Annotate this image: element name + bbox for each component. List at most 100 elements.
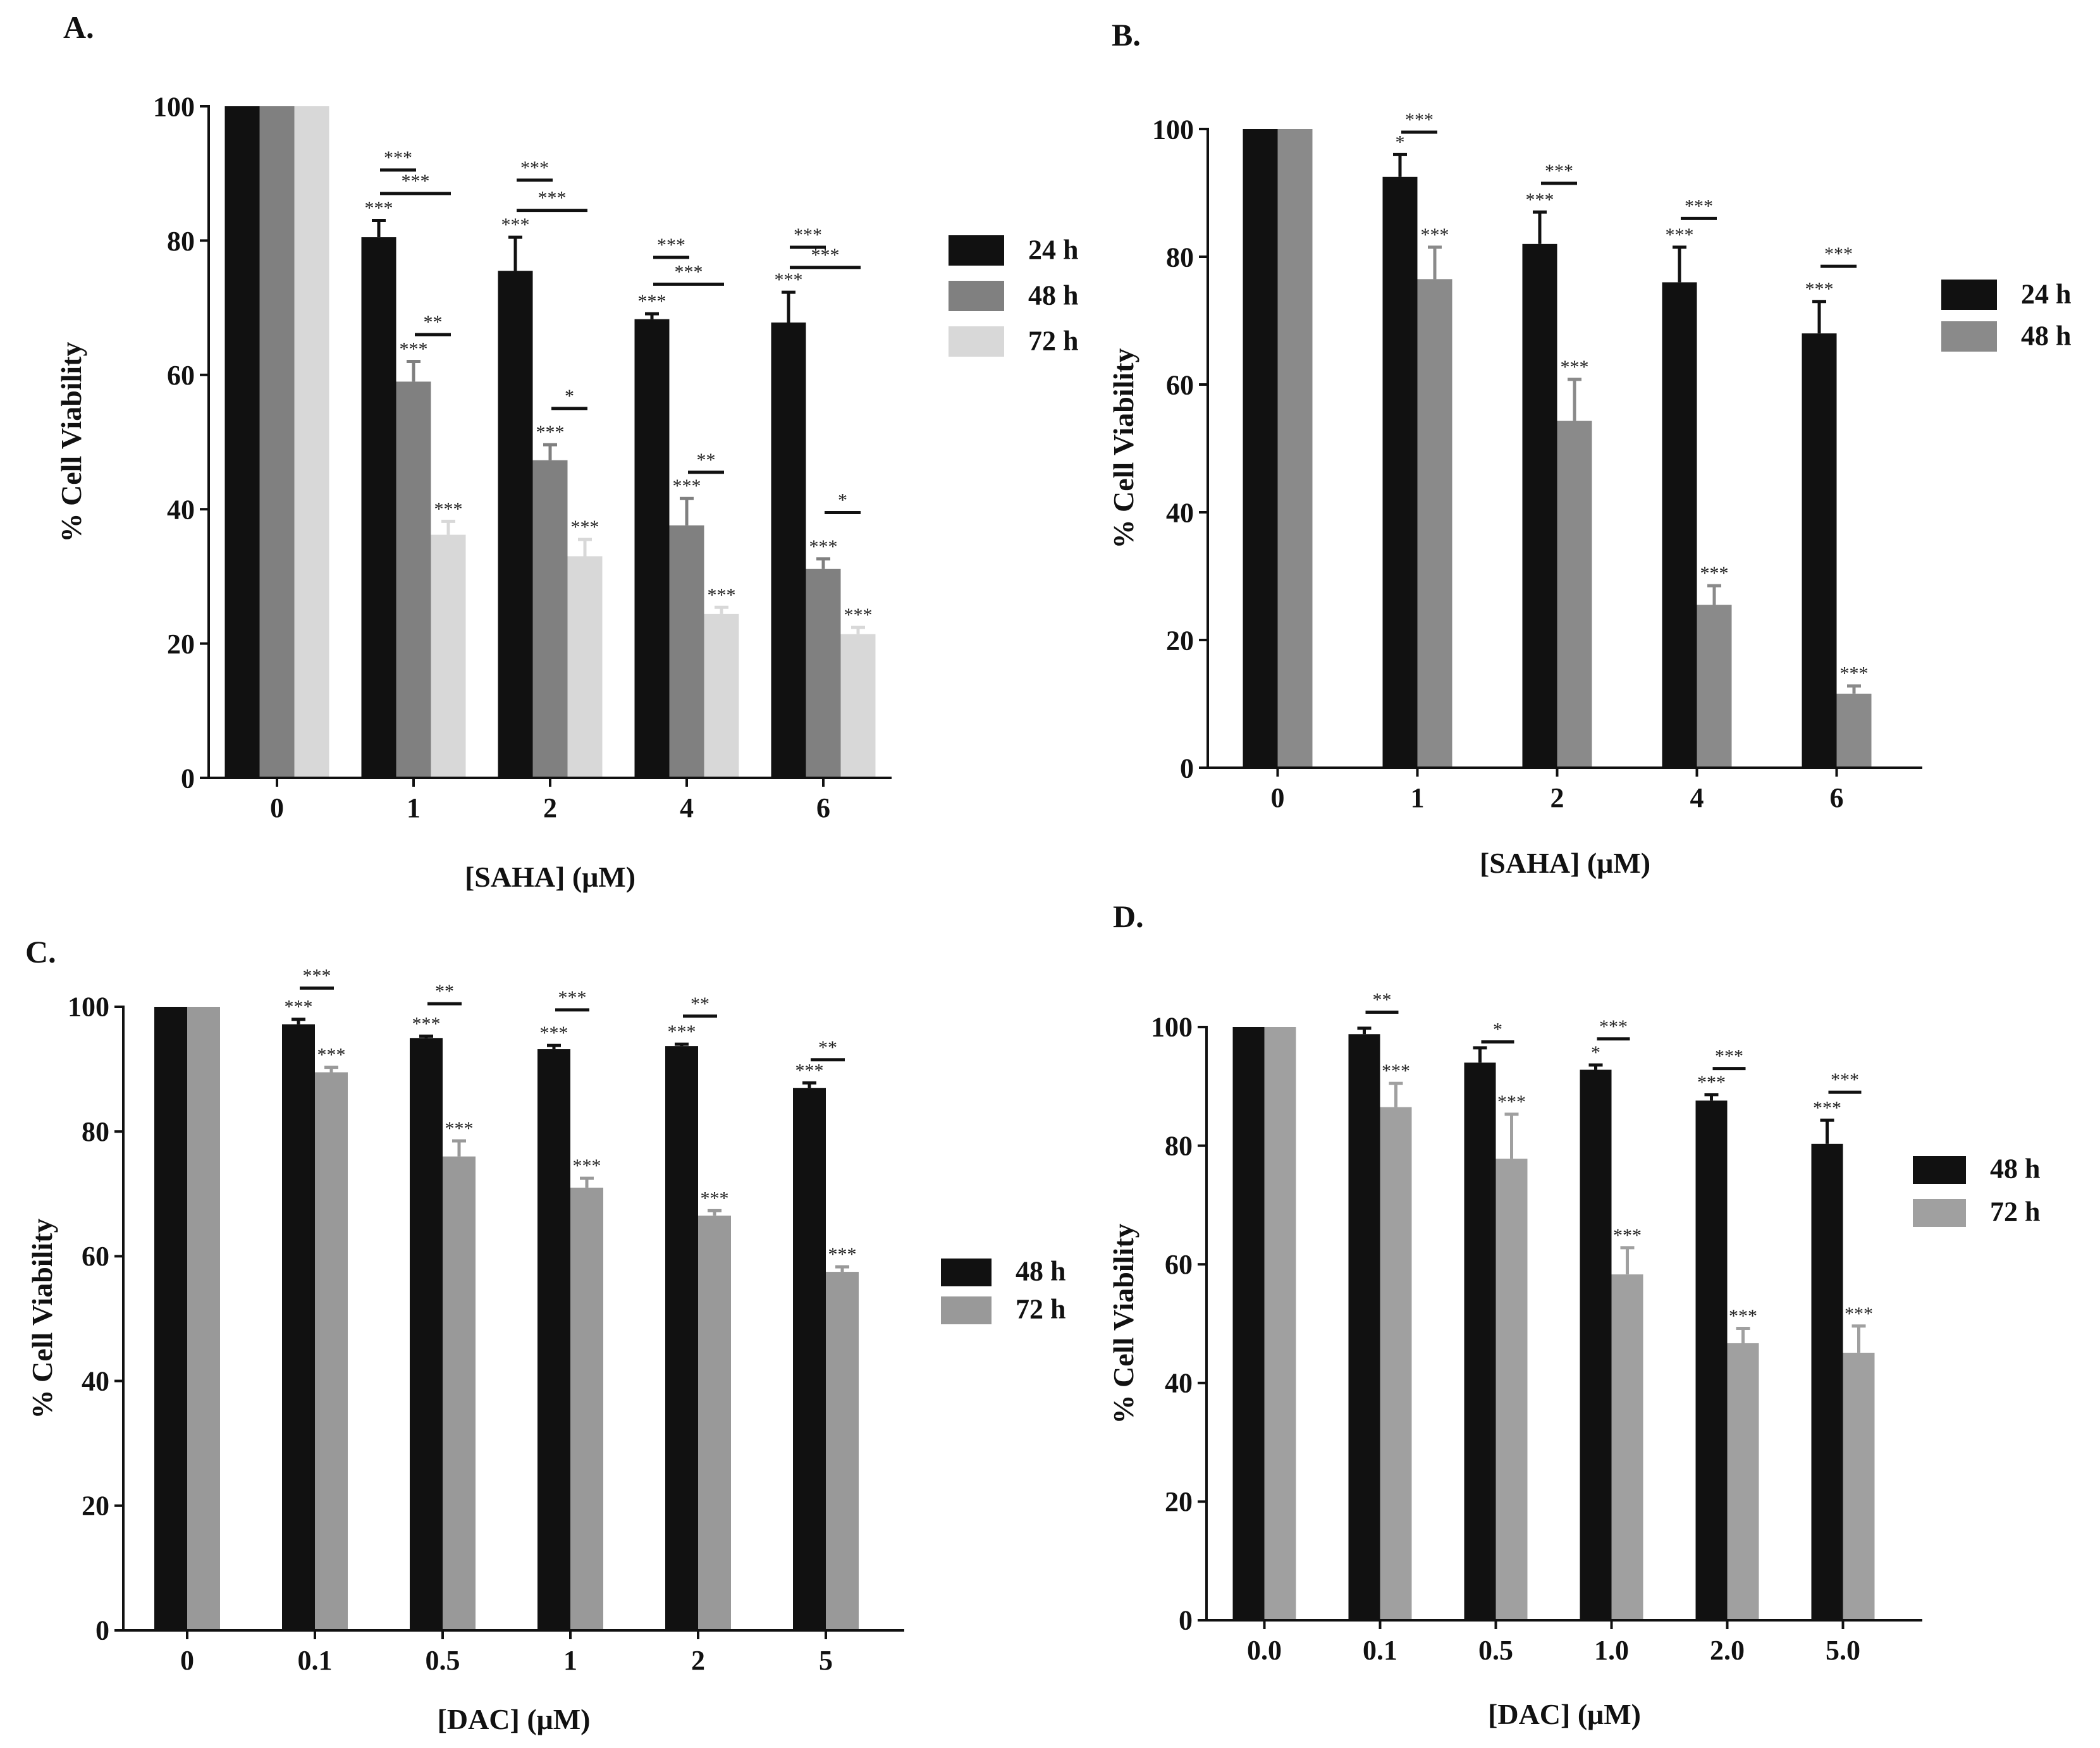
significance-mark: *** — [1805, 279, 1834, 300]
legend-label-72h: 72 h — [1990, 1196, 2040, 1227]
legend-swatch-48h — [949, 281, 1004, 311]
significance-mark: *** — [1666, 225, 1694, 245]
y-tick-label: 20 — [1165, 1486, 1193, 1517]
y-tick-label: 80 — [1165, 1130, 1193, 1161]
y-tick-label: 40 — [1166, 497, 1194, 528]
x-tick-label: 1.0 — [1594, 1635, 1629, 1666]
bar-24h-0 — [224, 106, 260, 778]
bar-24h-2 — [1522, 243, 1557, 768]
significance-mark: *** — [285, 997, 313, 1018]
comparison-label: *** — [657, 235, 685, 255]
y-tick-label: 20 — [1166, 625, 1194, 656]
x-tick-label: 4 — [1690, 782, 1704, 813]
significance-mark: *** — [638, 291, 666, 312]
bar-48h-1.0 — [1580, 1069, 1612, 1620]
significance-mark: *** — [809, 536, 838, 557]
significance-mark: *** — [571, 517, 599, 538]
bar-48h-0 — [259, 106, 295, 778]
comparison-label: *** — [402, 171, 430, 192]
bar-48h-6 — [806, 569, 841, 778]
bar-48h-0.0 — [1232, 1027, 1265, 1620]
significance-mark: *** — [1700, 563, 1729, 584]
significance-mark: *** — [1526, 189, 1554, 210]
legend-swatch-72h — [1913, 1199, 1966, 1227]
bar-48h-4 — [1697, 605, 1732, 768]
y-tick-label: 0 — [181, 763, 195, 794]
legend-label-24h: 24 h — [2021, 278, 2071, 309]
x-tick-label: 0.5 — [426, 1645, 460, 1676]
legend-label-72h: 72 h — [1028, 325, 1078, 356]
significance-mark: *** — [573, 1155, 601, 1176]
y-tick-label: 100 — [68, 992, 109, 1023]
legend-swatch-48h — [941, 1259, 992, 1286]
bar-72h-5 — [826, 1272, 859, 1630]
legend-label-48h: 48 h — [1028, 280, 1078, 311]
comparison-label: ** — [691, 994, 709, 1014]
bar-48h-0 — [154, 1007, 187, 1630]
bar-72h-0.1 — [315, 1072, 348, 1630]
x-tick-label: 5.0 — [1826, 1635, 1860, 1666]
significance-mark: *** — [1497, 1092, 1526, 1112]
significance-mark: *** — [365, 198, 393, 219]
legend-swatch-24h — [949, 235, 1004, 266]
panel-a: A.**************************************… — [55, 9, 1078, 893]
comparison-label: ** — [435, 981, 454, 1002]
bar-72h-0 — [294, 106, 329, 778]
comparison-label: ** — [1373, 990, 1392, 1011]
comparison-label: *** — [303, 965, 331, 986]
bar-48h-1 — [1417, 279, 1452, 768]
y-axis-title: % Cell Viability — [55, 342, 87, 543]
significance-mark: *** — [1421, 225, 1449, 245]
comparison-label: *** — [538, 188, 567, 209]
bar-72h-2 — [698, 1216, 731, 1630]
comparison-label: * — [1493, 1019, 1502, 1040]
comparison-label: *** — [1599, 1016, 1628, 1037]
comparison-label: * — [838, 490, 847, 511]
comparison-label: * — [565, 386, 574, 407]
bar-72h-0.0 — [1264, 1027, 1296, 1620]
bar-48h-1 — [396, 381, 431, 778]
bar-72h-1 — [431, 534, 466, 778]
x-tick-label: 0 — [1271, 782, 1285, 813]
bar-24h-1 — [1382, 176, 1418, 768]
x-tick-label: 2 — [691, 1645, 705, 1676]
y-tick-label: 0 — [1180, 753, 1194, 784]
y-tick-label: 60 — [167, 360, 195, 391]
bar-72h-5.0 — [1843, 1352, 1875, 1620]
x-tick-label: 5 — [819, 1645, 833, 1676]
significance-mark: *** — [844, 605, 873, 625]
y-tick-label: 80 — [1166, 242, 1194, 273]
panel-label: B. — [1112, 17, 1141, 52]
comparison-label: ** — [818, 1037, 837, 1058]
significance-mark: *** — [1813, 1097, 1841, 1118]
bar-48h-4 — [669, 525, 704, 778]
significance-mark: *** — [1613, 1225, 1642, 1246]
x-tick-label: 0 — [270, 792, 284, 823]
y-tick-label: 100 — [153, 91, 195, 122]
significance-mark: *** — [501, 214, 530, 235]
x-tick-label: 0 — [180, 1645, 194, 1676]
x-axis-title: [SAHA] (μM) — [1480, 847, 1650, 879]
comparison-label: *** — [675, 261, 703, 282]
significance-mark: *** — [1697, 1072, 1726, 1093]
significance-mark: *** — [412, 1013, 441, 1034]
bar-24h-2 — [498, 271, 533, 778]
x-tick-label: 0.1 — [1363, 1635, 1397, 1666]
panel-c: C.****** *** ************************** ***… — [25, 934, 1065, 1735]
x-tick-label: 0.1 — [298, 1645, 333, 1676]
significance-mark: *** — [673, 476, 701, 496]
y-tick-label: 20 — [82, 1491, 109, 1522]
y-tick-label: 0 — [95, 1615, 109, 1646]
y-tick-label: 60 — [82, 1241, 109, 1272]
y-tick-label: 40 — [1165, 1368, 1193, 1399]
bar-24h-1 — [361, 237, 396, 779]
significance-mark: *** — [701, 1188, 729, 1209]
comparison-label: *** — [1545, 161, 1573, 182]
bar-72h-1.0 — [1611, 1274, 1643, 1620]
bar-48h-0.1 — [282, 1024, 315, 1630]
comparison-label: *** — [811, 245, 840, 266]
y-axis-title: % Cell Viability — [1107, 1224, 1139, 1424]
comparison-label: *** — [794, 225, 822, 245]
significance-mark: *** — [400, 339, 428, 360]
